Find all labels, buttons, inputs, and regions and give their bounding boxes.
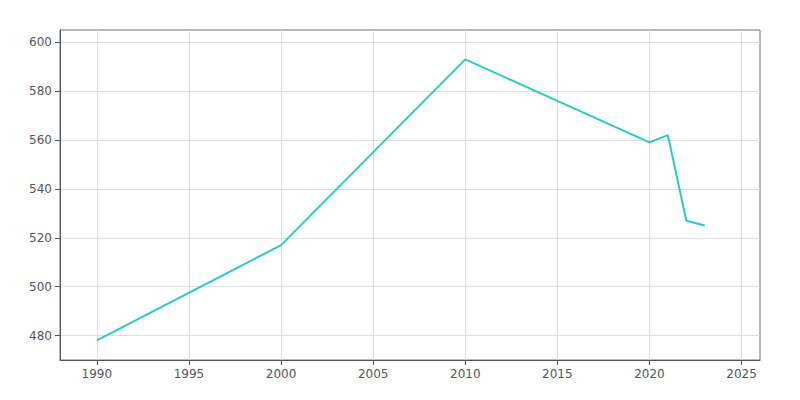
svg-text:2025: 2025 <box>726 367 757 381</box>
svg-text:520: 520 <box>29 231 52 245</box>
svg-text:2000: 2000 <box>266 367 297 381</box>
svg-text:540: 540 <box>29 182 52 196</box>
svg-text:2015: 2015 <box>542 367 573 381</box>
svg-text:2010: 2010 <box>450 367 481 381</box>
svg-text:1995: 1995 <box>174 367 205 381</box>
svg-text:500: 500 <box>29 280 52 294</box>
svg-text:1990: 1990 <box>82 367 113 381</box>
svg-text:480: 480 <box>29 329 52 343</box>
svg-text:600: 600 <box>29 35 52 49</box>
svg-text:560: 560 <box>29 133 52 147</box>
svg-text:2005: 2005 <box>358 367 389 381</box>
svg-text:2020: 2020 <box>634 367 665 381</box>
svg-text:580: 580 <box>29 84 52 98</box>
